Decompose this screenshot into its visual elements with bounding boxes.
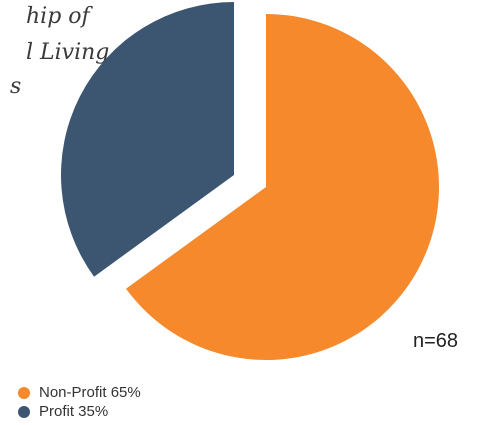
chart-title-line-3: s <box>10 74 22 99</box>
legend-label-non-profit: Non-Profit 65% <box>39 384 141 401</box>
legend-item-profit: Profit 35% <box>18 402 141 421</box>
pie-slice-non-profit <box>126 14 439 361</box>
chart-title-line-1: hip of <box>26 4 90 29</box>
legend-swatch-non-profit <box>18 386 30 399</box>
legend: Non-Profit 65% Profit 35% <box>18 383 141 421</box>
legend-label-profit: Profit 35% <box>39 403 109 420</box>
chart-title-line-2: l Living <box>26 40 110 65</box>
pie-slice-profit <box>60 2 234 277</box>
sample-size-label: n=68 <box>413 330 459 352</box>
legend-item-non-profit: Non-Profit 65% <box>18 383 141 402</box>
legend-swatch-profit <box>18 405 30 418</box>
